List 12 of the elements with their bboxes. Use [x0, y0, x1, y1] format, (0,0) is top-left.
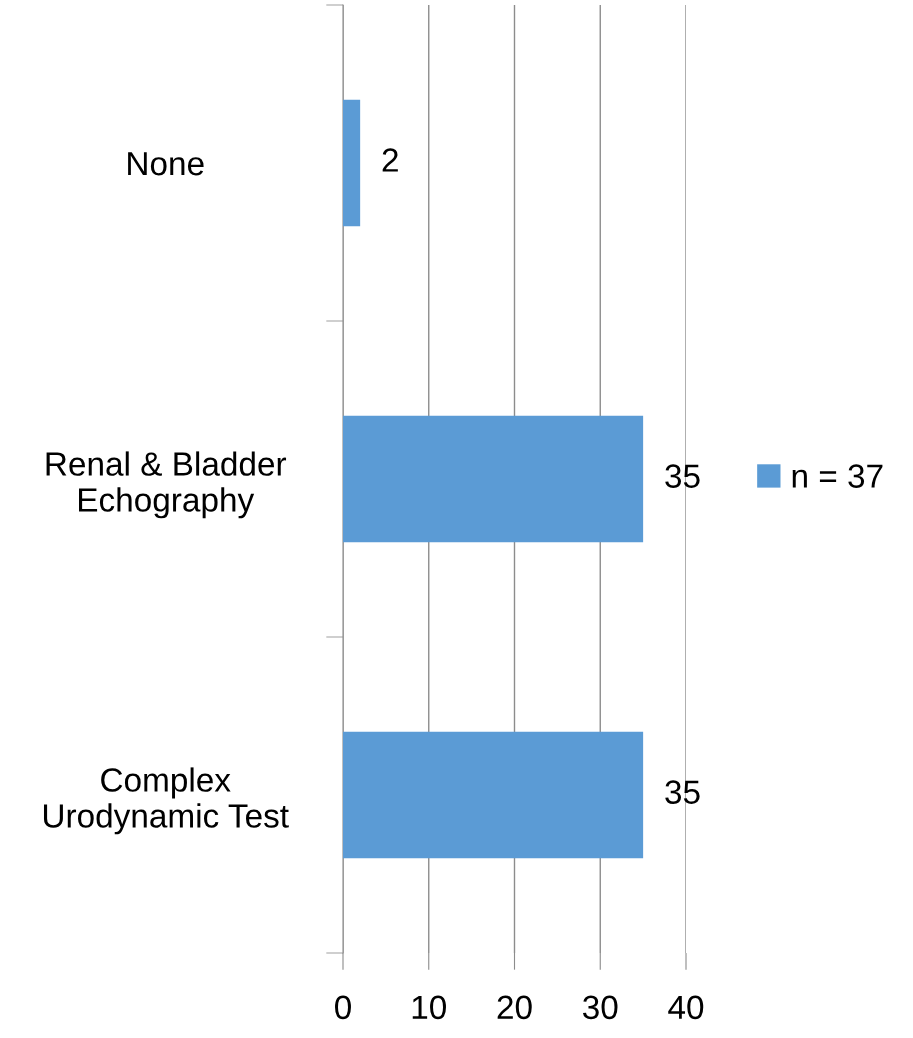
data-label: 35: [665, 464, 700, 488]
data-label: 35: [665, 780, 700, 804]
data-label: 2: [382, 148, 398, 172]
x-tick-label: 30: [582, 995, 618, 1020]
y-tick-label: Complex Urodynamic Test: [43, 767, 289, 835]
x-tick-label: 20: [497, 995, 532, 1020]
x-tick-label: 10: [412, 995, 446, 1020]
x-tick-label: 40: [668, 995, 704, 1020]
x-tick-label: 0: [335, 995, 351, 1020]
legend-label: n = 37: [792, 464, 883, 488]
y-tick-label: None: [128, 152, 204, 176]
y-tick-label: Renal & Bladder Echography: [46, 451, 287, 519]
